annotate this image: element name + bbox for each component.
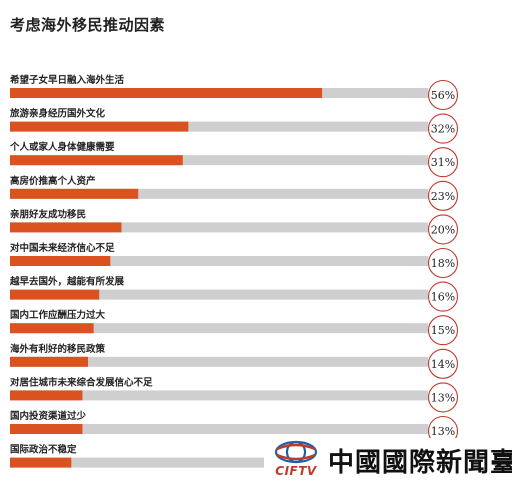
bar-track: [10, 121, 428, 132]
category-label: 国内工作应酬压力过大: [10, 309, 106, 321]
value-label: 31%: [431, 156, 455, 169]
bar-track: [10, 256, 428, 266]
value-label: 20%: [431, 223, 455, 236]
value-circle: [427, 247, 459, 279]
value-label: 56%: [431, 89, 455, 102]
category-label: 海外有利好的移民政策: [10, 343, 106, 355]
category-label: 越早去国外，越能有所发展: [9, 276, 125, 288]
bar-track: [10, 424, 428, 434]
bar: [10, 356, 89, 367]
value-circle: [427, 147, 459, 178]
category-label: 高房价推高个人资产: [10, 175, 96, 187]
value-circle: [427, 382, 459, 413]
bar-track: [10, 222, 428, 233]
category-label: 希望子女早日融入海外生活: [10, 74, 125, 86]
value-label: 32%: [431, 123, 455, 136]
bar-track: [10, 356, 428, 367]
bar: [10, 256, 111, 266]
bar: [10, 457, 72, 468]
logo-abbr: CIFTV: [275, 464, 317, 478]
bar: [10, 222, 122, 233]
ciftv-logo: CIFTV 中國國際新聞臺: [264, 438, 512, 484]
value-circle: [427, 281, 459, 312]
category-label: 国际政治不稳定: [10, 444, 77, 456]
bar-track: [10, 188, 428, 199]
value-label: 15%: [431, 324, 455, 337]
value-label: 13%: [431, 391, 455, 404]
value-circle: [427, 214, 459, 245]
value-circle: [427, 348, 459, 379]
value-label: 14%: [431, 358, 455, 371]
bar: [10, 390, 83, 401]
bar: [10, 323, 94, 334]
globe-icon: [274, 440, 318, 464]
bar: [10, 424, 83, 434]
value-label: 16%: [431, 291, 455, 304]
bar: [10, 155, 183, 166]
value-circle: [427, 315, 459, 346]
bar: [10, 121, 189, 132]
bar-track: [10, 289, 428, 300]
value-label: 18%: [431, 257, 455, 270]
bar-track: [10, 155, 428, 166]
bar: [10, 88, 323, 98]
chart-title: 考虑海外移民推动因素: [10, 16, 166, 34]
category-label: 个人或家人身体健康需要: [9, 141, 115, 153]
logo-name: 中國國際新聞臺: [328, 448, 512, 478]
value-circle: [427, 113, 459, 144]
value-label: 13%: [431, 425, 455, 438]
value-circle: [427, 79, 459, 111]
category-label: 对居住城市未来综合发展信心不足: [10, 376, 153, 388]
bar-track: [10, 390, 428, 401]
bar-track: [10, 323, 428, 334]
bar-track: [10, 457, 428, 468]
category-label: 亲朋好友成功移民: [10, 208, 86, 220]
value-circle: [427, 180, 459, 211]
category-label: 国内投资渠道过少: [10, 410, 87, 422]
category-label: 旅游亲身经历国外文化: [10, 108, 106, 120]
value-label: 23%: [431, 190, 455, 203]
category-label: 对中国未来经济信心不足: [10, 242, 115, 254]
bar: [10, 289, 100, 300]
bar: [10, 188, 139, 199]
